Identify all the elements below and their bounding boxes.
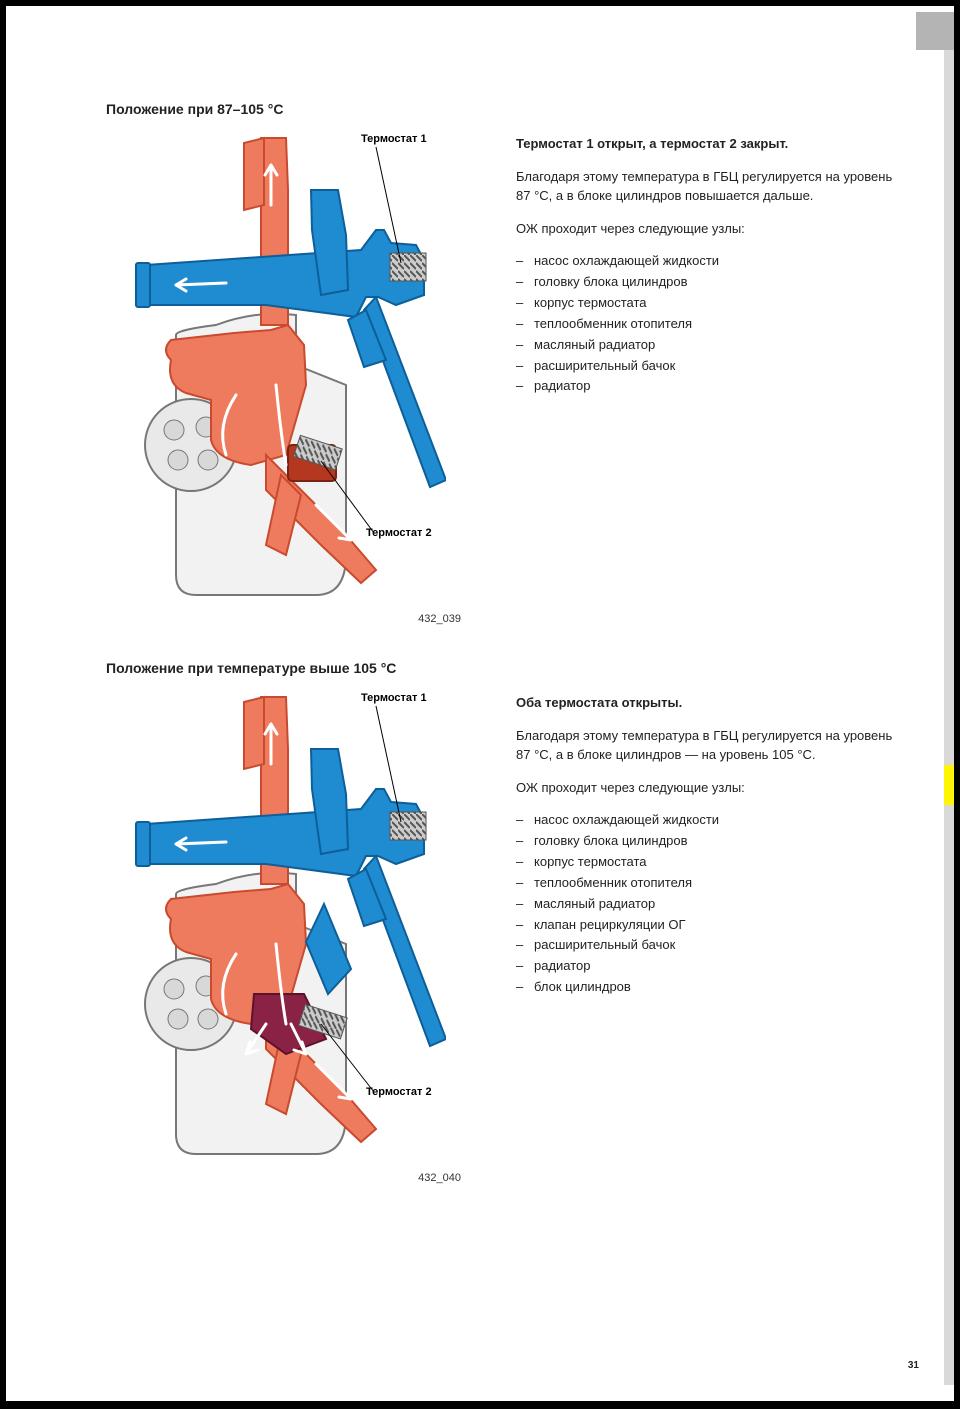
text-column-2: Оба термостата открыты. Благодаря этому … xyxy=(516,694,896,999)
callout-thermostat-1: Термостат 1 xyxy=(361,133,427,145)
list-item: расширительный бачок xyxy=(516,357,896,376)
figure-reference: 432_039 xyxy=(418,613,461,625)
list-item: блок цилиндров xyxy=(516,978,896,997)
callout-thermostat-2: Термостат 2 xyxy=(366,1086,432,1098)
list-item: теплообменник отопителя xyxy=(516,315,896,334)
section-heading: Положение при 87–105 °C xyxy=(106,101,896,117)
list-item: масляный радиатор xyxy=(516,895,896,914)
list-item: расширительный бачок xyxy=(516,936,896,955)
page: Положение при 87–105 °C Термостат 1 Терм… xyxy=(6,6,954,1401)
callout-thermostat-1: Термостат 1 xyxy=(361,692,427,704)
list-item: теплообменник отопителя xyxy=(516,874,896,893)
lead-text: Оба термостата открыты. xyxy=(516,694,896,713)
list-item: головку блока цилиндров xyxy=(516,832,896,851)
list-item: корпус термостата xyxy=(516,294,896,313)
text-column-1: Термостат 1 открыт, а термостат 2 закрыт… xyxy=(516,135,896,398)
page-number: 31 xyxy=(908,1360,919,1371)
figure-2: Термостат 1 Термостат 2 xyxy=(106,694,486,1164)
section-2: Термостат 1 Термостат 2 xyxy=(106,694,896,1164)
figure-1: Термостат 1 Термостат 2 xyxy=(106,135,486,605)
paragraph: Благодаря этому температура в ГБЦ регули… xyxy=(516,168,896,206)
figure-reference: 432_040 xyxy=(418,1172,461,1184)
list-item: корпус термостата xyxy=(516,853,896,872)
callout-thermostat-2: Термостат 2 xyxy=(366,527,432,539)
side-tab-active xyxy=(944,765,954,805)
list-item: клапан рециркуляции ОГ xyxy=(516,916,896,935)
corner-tab xyxy=(916,12,954,50)
side-tab xyxy=(944,805,954,1385)
lead-text: Термостат 1 открыт, а термостат 2 закрыт… xyxy=(516,135,896,154)
side-tab xyxy=(944,50,954,765)
list-item: радиатор xyxy=(516,957,896,976)
list-item: насос охлаждающей жидкости xyxy=(516,252,896,271)
list-item: головку блока цилиндров xyxy=(516,273,896,292)
content: Положение при 87–105 °C Термостат 1 Терм… xyxy=(106,101,896,1219)
node-list-1: насос охлаждающей жидкости головку блока … xyxy=(516,252,896,396)
list-item: насос охлаждающей жидкости xyxy=(516,811,896,830)
paragraph: ОЖ проходит через следующие узлы: xyxy=(516,220,896,239)
paragraph: ОЖ проходит через следующие узлы: xyxy=(516,779,896,798)
list-item: радиатор xyxy=(516,377,896,396)
section-heading: Положение при температуре выше 105 °C xyxy=(106,660,896,676)
list-item: масляный радиатор xyxy=(516,336,896,355)
section-1: Термостат 1 Термостат 2 xyxy=(106,135,896,605)
node-list-2: насос охлаждающей жидкости головку блока … xyxy=(516,811,896,997)
paragraph: Благодаря этому температура в ГБЦ регули… xyxy=(516,727,896,765)
